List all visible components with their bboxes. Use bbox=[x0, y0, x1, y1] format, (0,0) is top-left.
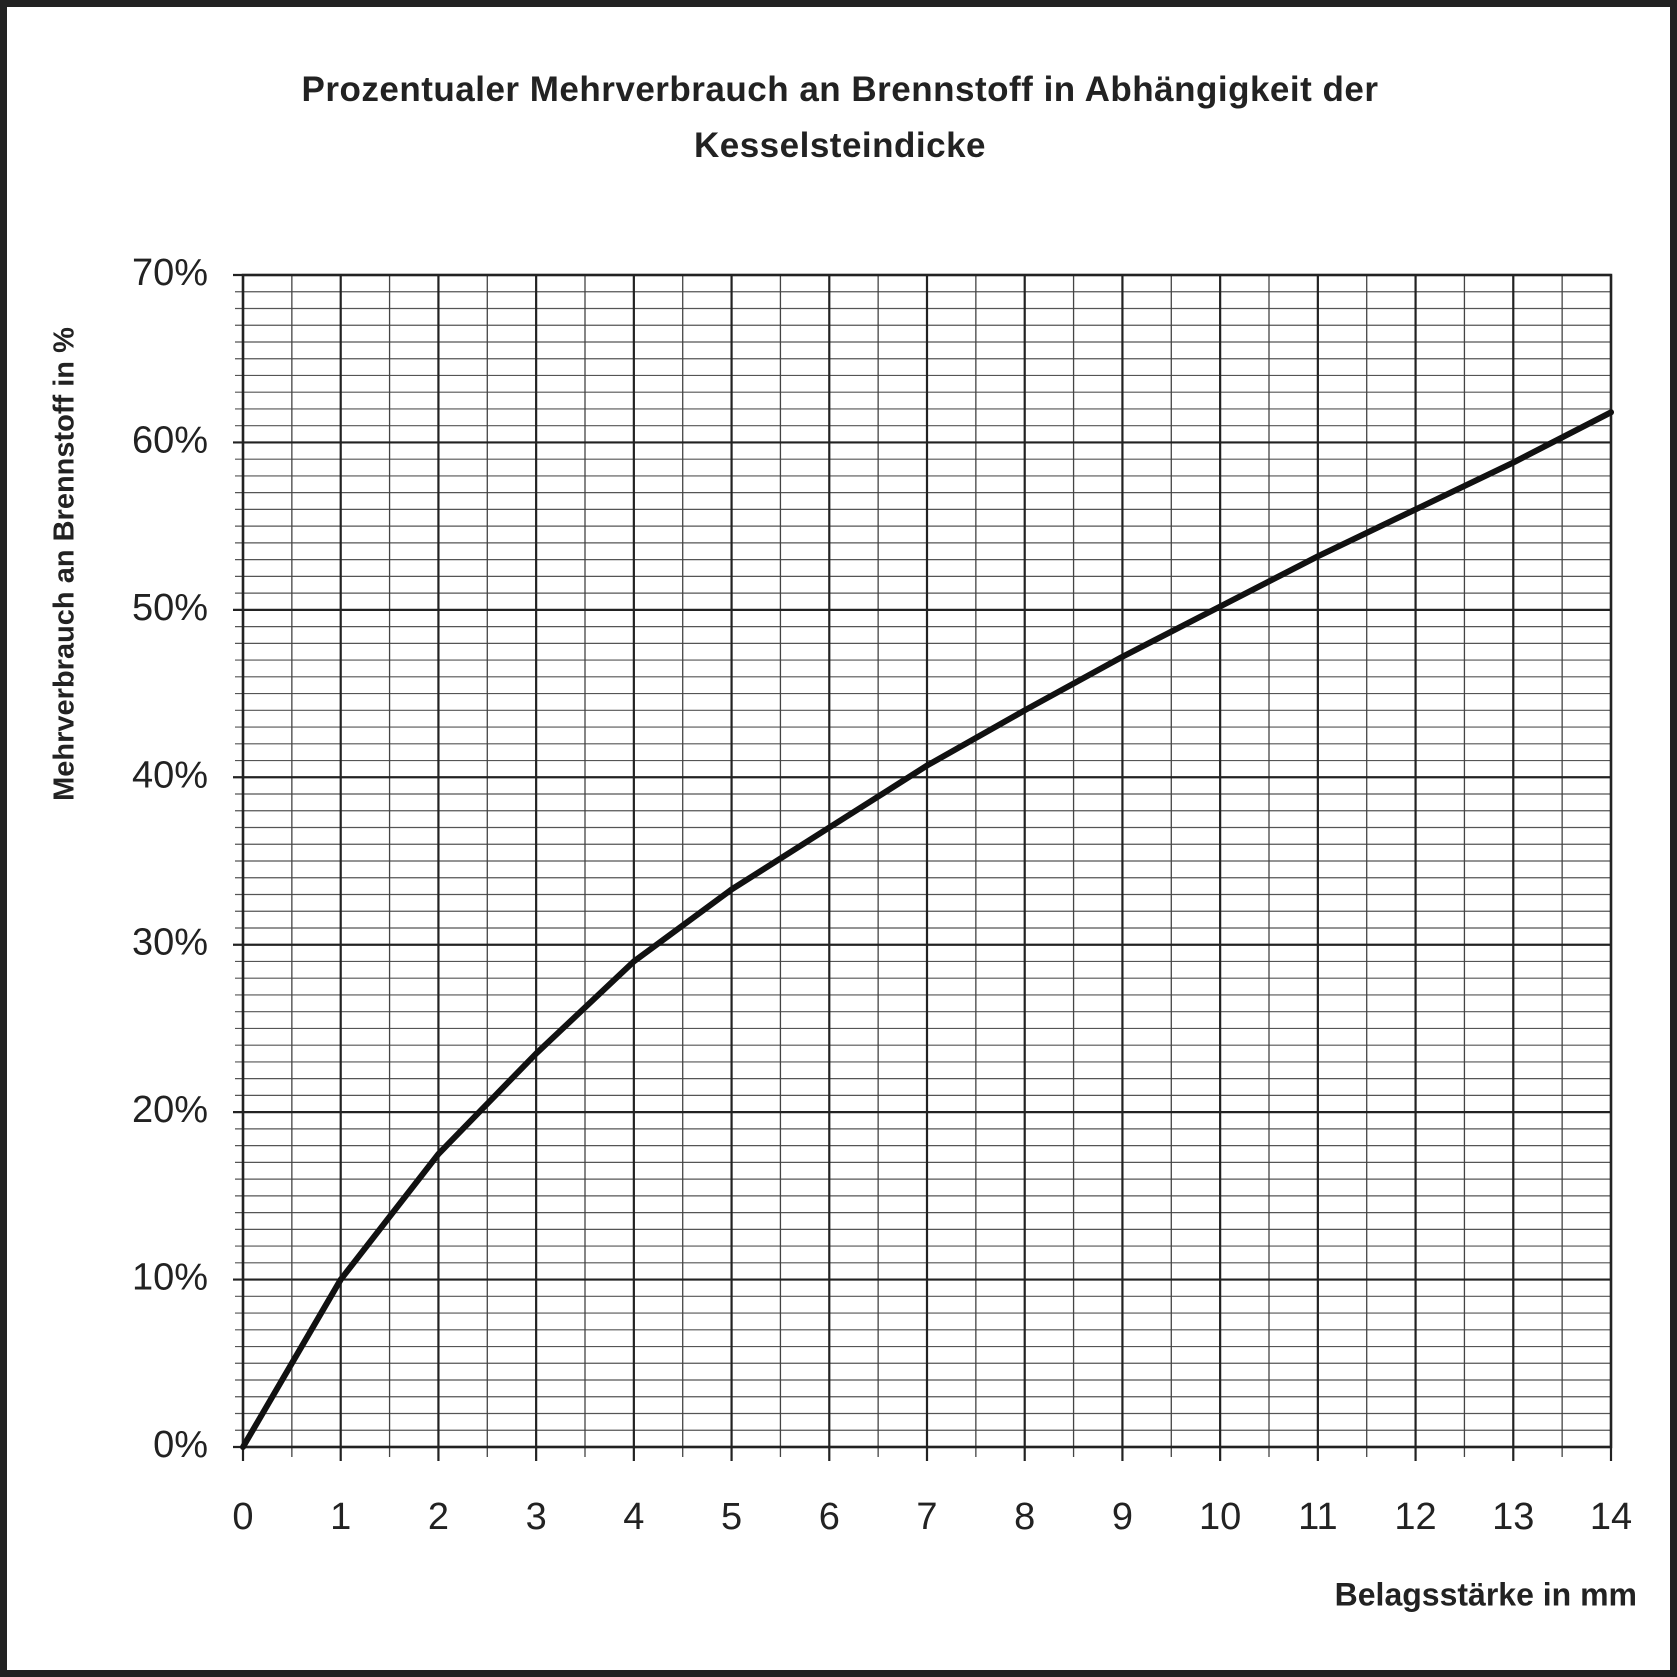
chart-title: Prozentualer Mehrverbrauch an Brennstoff… bbox=[301, 70, 1379, 165]
x-tick-label: 13 bbox=[1492, 1496, 1534, 1538]
x-tick-label: 11 bbox=[1298, 1496, 1337, 1538]
data-line bbox=[240, 409, 1614, 1450]
x-tick-label: 6 bbox=[819, 1496, 840, 1538]
x-tick-label: 14 bbox=[1590, 1496, 1632, 1538]
y-tick-label: 20% bbox=[132, 1089, 208, 1131]
y-axis-label: Mehrverbrauch an Brennstoff in % bbox=[49, 327, 81, 801]
x-tick-label: 2 bbox=[428, 1496, 449, 1538]
plot-frame bbox=[241, 273, 1613, 1449]
x-tick-label: 9 bbox=[1112, 1496, 1133, 1538]
x-tick-label: 5 bbox=[721, 1496, 742, 1538]
x-tick-label: 4 bbox=[623, 1496, 644, 1538]
y-tick-label: 10% bbox=[132, 1257, 208, 1299]
x-axis-label: Belagsstärke in mm bbox=[1335, 1576, 1637, 1612]
x-tick-label: 3 bbox=[526, 1496, 547, 1538]
y-tick-label: 30% bbox=[132, 922, 208, 964]
x-tick-label: 1 bbox=[330, 1496, 351, 1538]
y-tick-label: 50% bbox=[132, 587, 208, 629]
x-tick-label: 12 bbox=[1394, 1496, 1436, 1538]
y-tick-label: 0% bbox=[153, 1424, 208, 1466]
x-tick-label: 10 bbox=[1199, 1496, 1241, 1538]
y-tick-label: 70% bbox=[132, 252, 208, 294]
y-tick-label: 40% bbox=[132, 754, 208, 796]
x-tick-label: 7 bbox=[916, 1496, 937, 1538]
y-tick-label: 60% bbox=[132, 419, 208, 461]
x-tick-label: 8 bbox=[1014, 1496, 1035, 1538]
x-tick-label: 0 bbox=[232, 1496, 253, 1538]
